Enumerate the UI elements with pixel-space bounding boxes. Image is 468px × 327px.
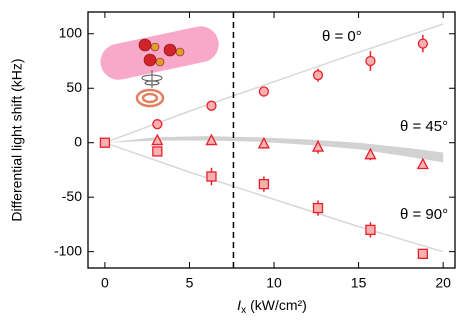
y-axis-label: Differential light shift (kHz) <box>9 58 25 221</box>
data-point <box>417 38 429 49</box>
x-axis-label: Ix (kW/cm²) <box>237 297 307 316</box>
x-tick-label: 0 <box>101 275 109 291</box>
data-point <box>99 137 111 148</box>
data-point <box>151 133 164 146</box>
y-tick-label: -50 <box>62 188 82 204</box>
x-label-unit: (kW/cm²) <box>250 297 307 313</box>
data-point <box>311 140 325 152</box>
data-point <box>152 146 163 157</box>
series-annotation: θ = 45° <box>400 118 448 135</box>
y-tick-label: 50 <box>66 79 82 95</box>
data-point <box>205 133 218 146</box>
data-point <box>312 202 324 214</box>
data-point <box>312 70 324 81</box>
data-point <box>258 178 270 190</box>
data-point <box>258 86 270 97</box>
data-point <box>365 224 376 236</box>
x-tick-label: 5 <box>186 275 194 291</box>
series-annotation: θ = 90° <box>400 206 448 223</box>
data-point <box>206 171 217 182</box>
theory-band <box>104 136 444 163</box>
x-tick-label: 15 <box>351 275 367 291</box>
y-tick-label: 0 <box>74 133 82 149</box>
data-point <box>417 248 429 259</box>
series-annotation: θ = 0° <box>322 28 362 45</box>
y-tick-label: 100 <box>59 24 83 40</box>
data-point <box>257 136 270 149</box>
inset-illustration <box>100 26 219 108</box>
y-tick-label: -100 <box>54 242 82 258</box>
plot-frame <box>87 11 456 269</box>
data-point <box>206 100 217 111</box>
theory-line <box>104 142 444 253</box>
data-point <box>364 147 377 160</box>
x-label-symbol: I <box>237 297 241 313</box>
data-point <box>365 55 376 67</box>
data-point <box>152 119 163 130</box>
x-label-subscript: x <box>241 305 246 316</box>
data-point <box>416 157 429 170</box>
x-tick-label: 20 <box>435 275 451 291</box>
x-tick-label: 10 <box>266 275 282 291</box>
